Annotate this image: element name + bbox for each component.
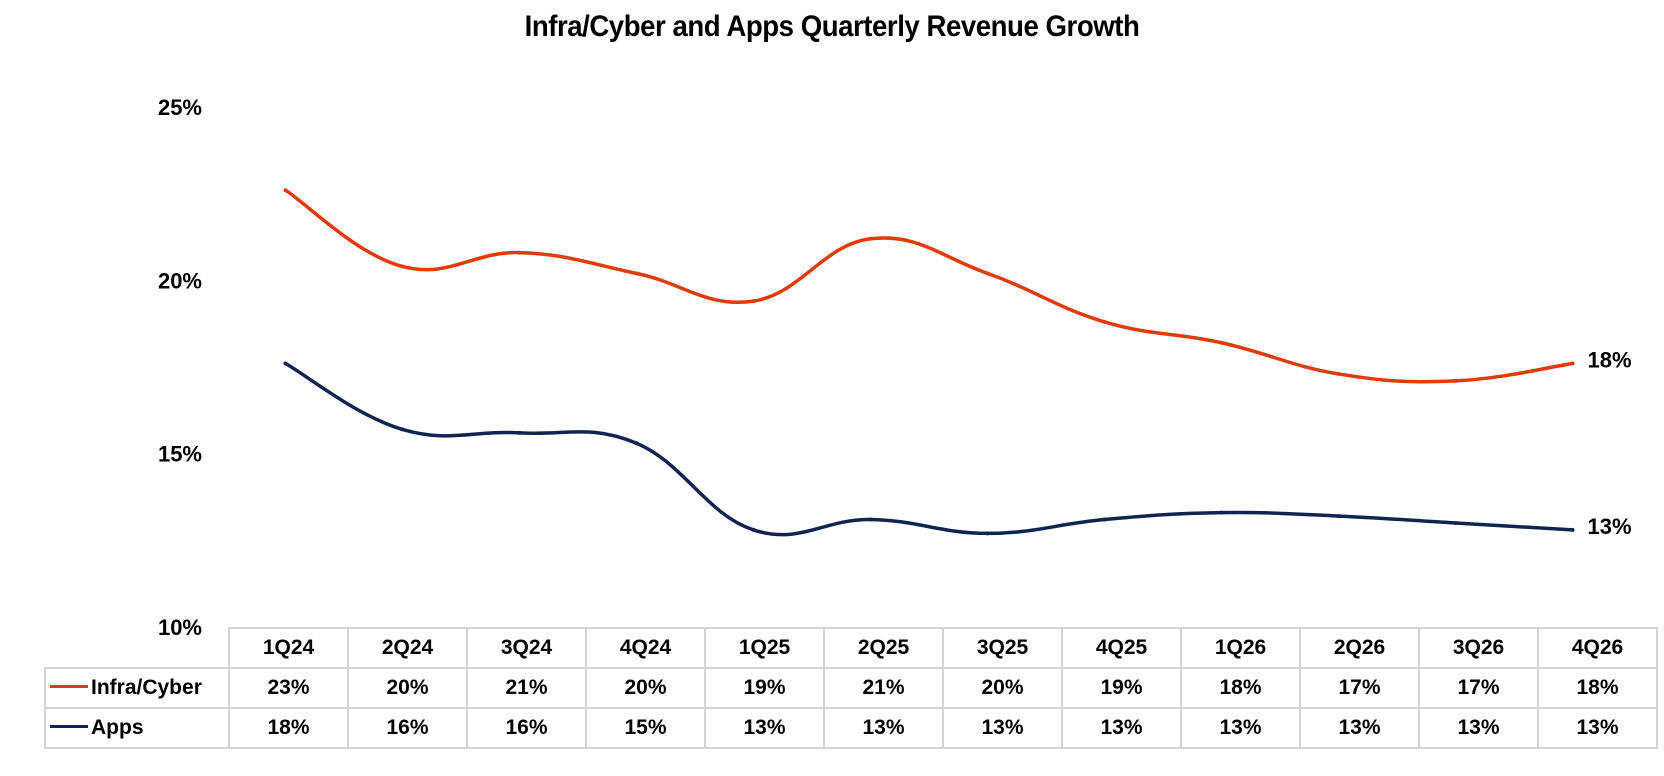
table-header-row: 1Q24 2Q24 3Q24 4Q24 1Q25 2Q25 3Q25 4Q25 1Q26 2Q26… <box>45 627 1658 669</box>
y-axis-ticks: 10%15%20%25% <box>158 95 202 640</box>
y-tick-label: 15% <box>158 442 202 467</box>
x-tick-label: 4Q25 <box>1061 627 1182 669</box>
table-cell: 21% <box>466 667 587 709</box>
data-point <box>517 430 522 435</box>
x-tick-label: 1Q26 <box>1180 627 1301 669</box>
table-cell: 20% <box>942 667 1063 709</box>
series-lines <box>283 188 1575 537</box>
table-cell: 15% <box>585 707 706 749</box>
data-point <box>751 527 756 532</box>
table-cell: 20% <box>347 667 468 709</box>
table-cell: 13% <box>942 707 1063 749</box>
data-point <box>1219 340 1224 345</box>
data-point <box>1570 361 1575 366</box>
data-point <box>634 441 639 446</box>
x-tick-label: 1Q25 <box>704 627 825 669</box>
table-cell: 17% <box>1299 667 1420 709</box>
data-point <box>517 250 522 255</box>
table-cell: 18% <box>1180 667 1301 709</box>
table-cell: 17% <box>1418 667 1539 709</box>
data-point <box>634 271 639 276</box>
table-cell: 13% <box>823 707 944 749</box>
data-point <box>1219 510 1224 515</box>
y-tick-label: 20% <box>158 268 202 293</box>
table-cell: 20% <box>585 667 706 709</box>
data-point <box>985 271 990 276</box>
data-point <box>400 264 405 269</box>
x-tick-label: 3Q24 <box>466 627 587 669</box>
data-point <box>1453 521 1458 525</box>
series-line-apps <box>283 361 1575 537</box>
table-cell: 19% <box>704 667 825 709</box>
data-point <box>283 361 288 366</box>
table-cell: 19% <box>1061 667 1182 709</box>
table-corner-cell <box>45 628 230 669</box>
data-point <box>1336 514 1341 519</box>
legend-label: Apps <box>91 716 144 739</box>
table-cell: 13% <box>1537 707 1658 749</box>
legend-label: Infra/Cyber <box>91 676 202 699</box>
legend-entry-infra-cyber: Infra/Cyber <box>44 667 230 709</box>
end-labels: 18% 13% <box>1588 348 1632 539</box>
chart-title: Infra/Cyber and Apps Quarterly Revenue G… <box>524 10 1140 43</box>
data-point <box>868 517 873 522</box>
data-point <box>1102 319 1107 324</box>
data-point <box>283 188 288 193</box>
table-cell: 13% <box>704 707 825 749</box>
data-point <box>751 299 756 304</box>
x-tick-label: 3Q25 <box>942 627 1063 669</box>
table-row: Infra/Cyber 23% 20% 21% 20% 19% 21% 20% 19% 18% 1… <box>44 667 1658 709</box>
table-cell: 13% <box>1418 707 1539 749</box>
x-tick-label: 3Q26 <box>1418 627 1539 669</box>
data-point <box>1570 527 1575 532</box>
x-tick-label: 2Q25 <box>823 627 944 669</box>
table-cell: 18% <box>228 707 349 749</box>
table-row: Apps 18% 16% 16% 15% 13% 13% 13% 13% 13% 13% 13% 13… <box>44 707 1658 749</box>
x-tick-label: 4Q26 <box>1537 627 1658 669</box>
x-tick-label: 2Q24 <box>347 627 468 669</box>
table-cell: 13% <box>1061 707 1182 749</box>
x-tick-label: 2Q26 <box>1299 627 1420 669</box>
data-point <box>985 531 990 536</box>
data-point <box>1102 517 1107 522</box>
data-point <box>868 236 873 241</box>
x-tick-label: 1Q24 <box>228 627 349 669</box>
table-cell: 18% <box>1537 667 1658 709</box>
table-cell: 16% <box>347 707 468 749</box>
table-cell: 23% <box>228 667 349 709</box>
series-line-infra-cyber <box>283 188 1575 384</box>
table-cell: 21% <box>823 667 944 709</box>
data-point <box>1453 378 1458 383</box>
data-table: 1Q24 2Q24 3Q24 4Q24 1Q25 2Q25 3Q25 4Q25 1Q26 2Q26… <box>44 627 1658 749</box>
apps-legend-key <box>50 724 88 728</box>
end-value-label: 18% <box>1588 348 1632 373</box>
x-tick-label: 4Q24 <box>585 627 706 669</box>
table-cell: 16% <box>466 707 587 749</box>
end-value-label: 13% <box>1588 514 1632 539</box>
y-tick-label: 25% <box>158 95 202 120</box>
legend-entry-apps: Apps <box>44 707 230 749</box>
data-point <box>400 427 405 432</box>
infra-cyber-legend-key <box>50 684 88 688</box>
table-cell: 13% <box>1180 707 1301 749</box>
data-point <box>1336 371 1341 376</box>
table-cell: 13% <box>1299 707 1420 749</box>
